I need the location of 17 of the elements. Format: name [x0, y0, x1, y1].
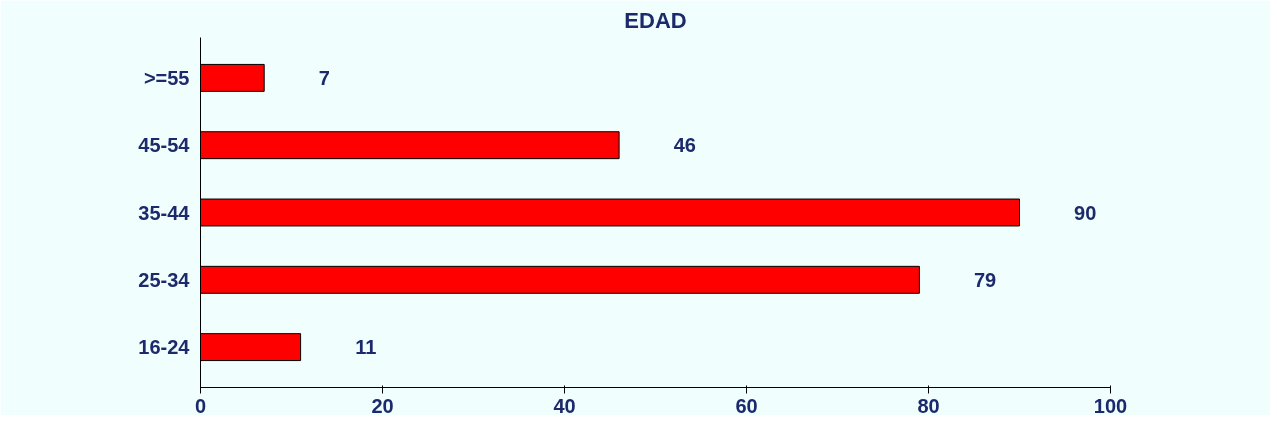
data-label: 7 [318, 66, 330, 89]
data-label: 90 [1074, 201, 1097, 224]
y-tick-label: 45-54 [138, 134, 191, 157]
y-tick-label: 35-44 [138, 201, 191, 224]
y-tick-label: 16-24 [138, 336, 191, 359]
x-tick-label: 80 [917, 394, 940, 417]
x-tick-label: 60 [735, 394, 758, 417]
x-tick-label: 100 [1093, 394, 1128, 417]
data-label: 11 [355, 336, 377, 359]
chart-title: EDAD [624, 7, 687, 33]
x-tick-label: 20 [371, 394, 394, 417]
data-label: 46 [673, 134, 696, 157]
x-tick-label: 0 [194, 394, 207, 417]
data-label: 79 [974, 268, 997, 291]
y-tick-label: >=55 [143, 66, 190, 89]
y-tick-label: 25-34 [138, 268, 191, 291]
x-tick-label: 40 [553, 394, 576, 417]
